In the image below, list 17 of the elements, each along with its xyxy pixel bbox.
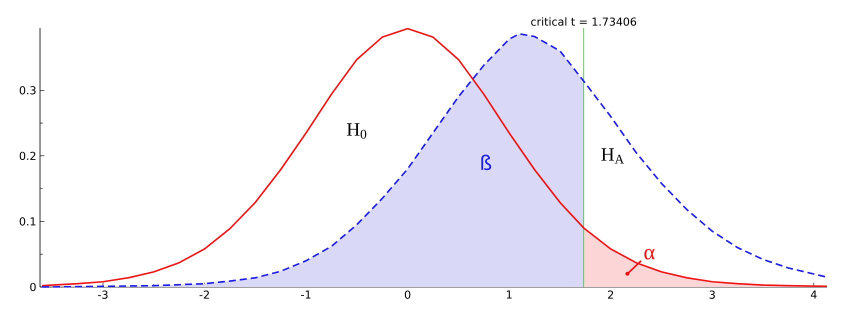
series-label: H$_{0}$ — [346, 123, 366, 139]
series-label: H$_{A}$ — [601, 148, 624, 164]
x-tick-label: 0 — [404, 290, 410, 299]
y-tick-label: 0.3 — [20, 86, 36, 94]
x-tick-label: 3 — [710, 290, 715, 299]
y-tick-label: 0.2 — [20, 152, 36, 160]
y-tick-label: 0 — [30, 282, 36, 292]
x-tick-label: 2 — [608, 290, 614, 299]
x-tick-label: -2 — [200, 290, 209, 299]
y-tick-label: 0.1 — [20, 217, 36, 226]
x-tick-label: -3 — [98, 290, 108, 299]
annotation: α — [644, 248, 655, 260]
x-tick-label: 1 — [506, 290, 512, 299]
annotation: ß — [481, 154, 492, 170]
x-tick-label: -1 — [301, 290, 311, 299]
ref-line-label: critical t = 1.73406 — [531, 17, 636, 26]
x-tick-label: 4 — [810, 290, 817, 299]
